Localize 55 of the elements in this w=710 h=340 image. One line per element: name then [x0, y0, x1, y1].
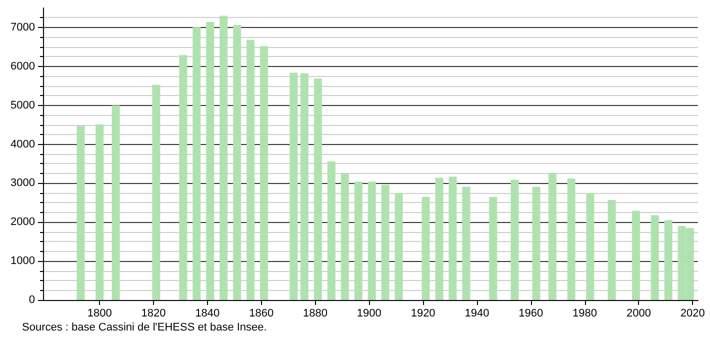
bar	[510, 180, 519, 300]
bar	[340, 173, 349, 300]
bar	[206, 22, 214, 300]
x-tick-label: 1860	[249, 308, 274, 320]
x-tick-label: 1820	[141, 308, 166, 320]
bar	[152, 84, 160, 300]
x-tick-label: 1880	[303, 308, 328, 320]
x-tick-label: 1920	[410, 308, 436, 320]
x-tick-label: 1840	[195, 308, 220, 320]
bar	[532, 186, 540, 300]
bar	[112, 105, 120, 300]
x-tick-label: 1960	[518, 308, 544, 320]
bar	[327, 161, 336, 300]
y-tick-label: 0	[28, 294, 35, 306]
bar	[220, 16, 228, 300]
x-tick-label: 1800	[87, 308, 112, 320]
bar	[632, 210, 640, 300]
y-tick-label: 5000	[10, 99, 35, 112]
bar	[354, 182, 362, 300]
bar	[462, 186, 470, 300]
x-tick-label: 2020	[680, 308, 705, 320]
y-tick-label: 4000	[10, 138, 35, 150]
y-tick-label: 1000	[10, 255, 35, 268]
bar	[567, 178, 576, 300]
x-tick-label: 1980	[572, 308, 598, 320]
bar	[76, 126, 85, 300]
bar	[246, 40, 255, 300]
bar	[435, 178, 444, 300]
bar	[608, 200, 616, 300]
y-tick-label: 6000	[10, 60, 35, 72]
y-tick-label: 7000	[10, 21, 35, 34]
x-tick-label: 2000	[626, 308, 651, 320]
bar	[179, 55, 188, 300]
bar	[368, 182, 376, 300]
bar	[290, 72, 298, 300]
bar	[233, 25, 242, 300]
bar	[192, 27, 201, 300]
bar	[548, 172, 556, 300]
bar	[96, 124, 104, 300]
bar	[314, 78, 322, 300]
bar	[422, 196, 430, 300]
x-tick-label: 1940	[464, 308, 490, 320]
bar	[664, 220, 672, 300]
bar	[650, 215, 659, 300]
bar	[300, 73, 308, 300]
bar	[489, 196, 498, 300]
y-tick-label: 3000	[10, 177, 35, 190]
bar	[260, 46, 268, 300]
bar	[394, 193, 403, 300]
bar	[448, 176, 457, 300]
source-note: Sources : base Cassini de l'EHESS et base Insee.	[22, 322, 267, 334]
x-tick-label: 1900	[356, 308, 382, 320]
y-tick-label: 2000	[10, 216, 35, 228]
bar	[381, 184, 390, 300]
bar	[586, 193, 594, 300]
